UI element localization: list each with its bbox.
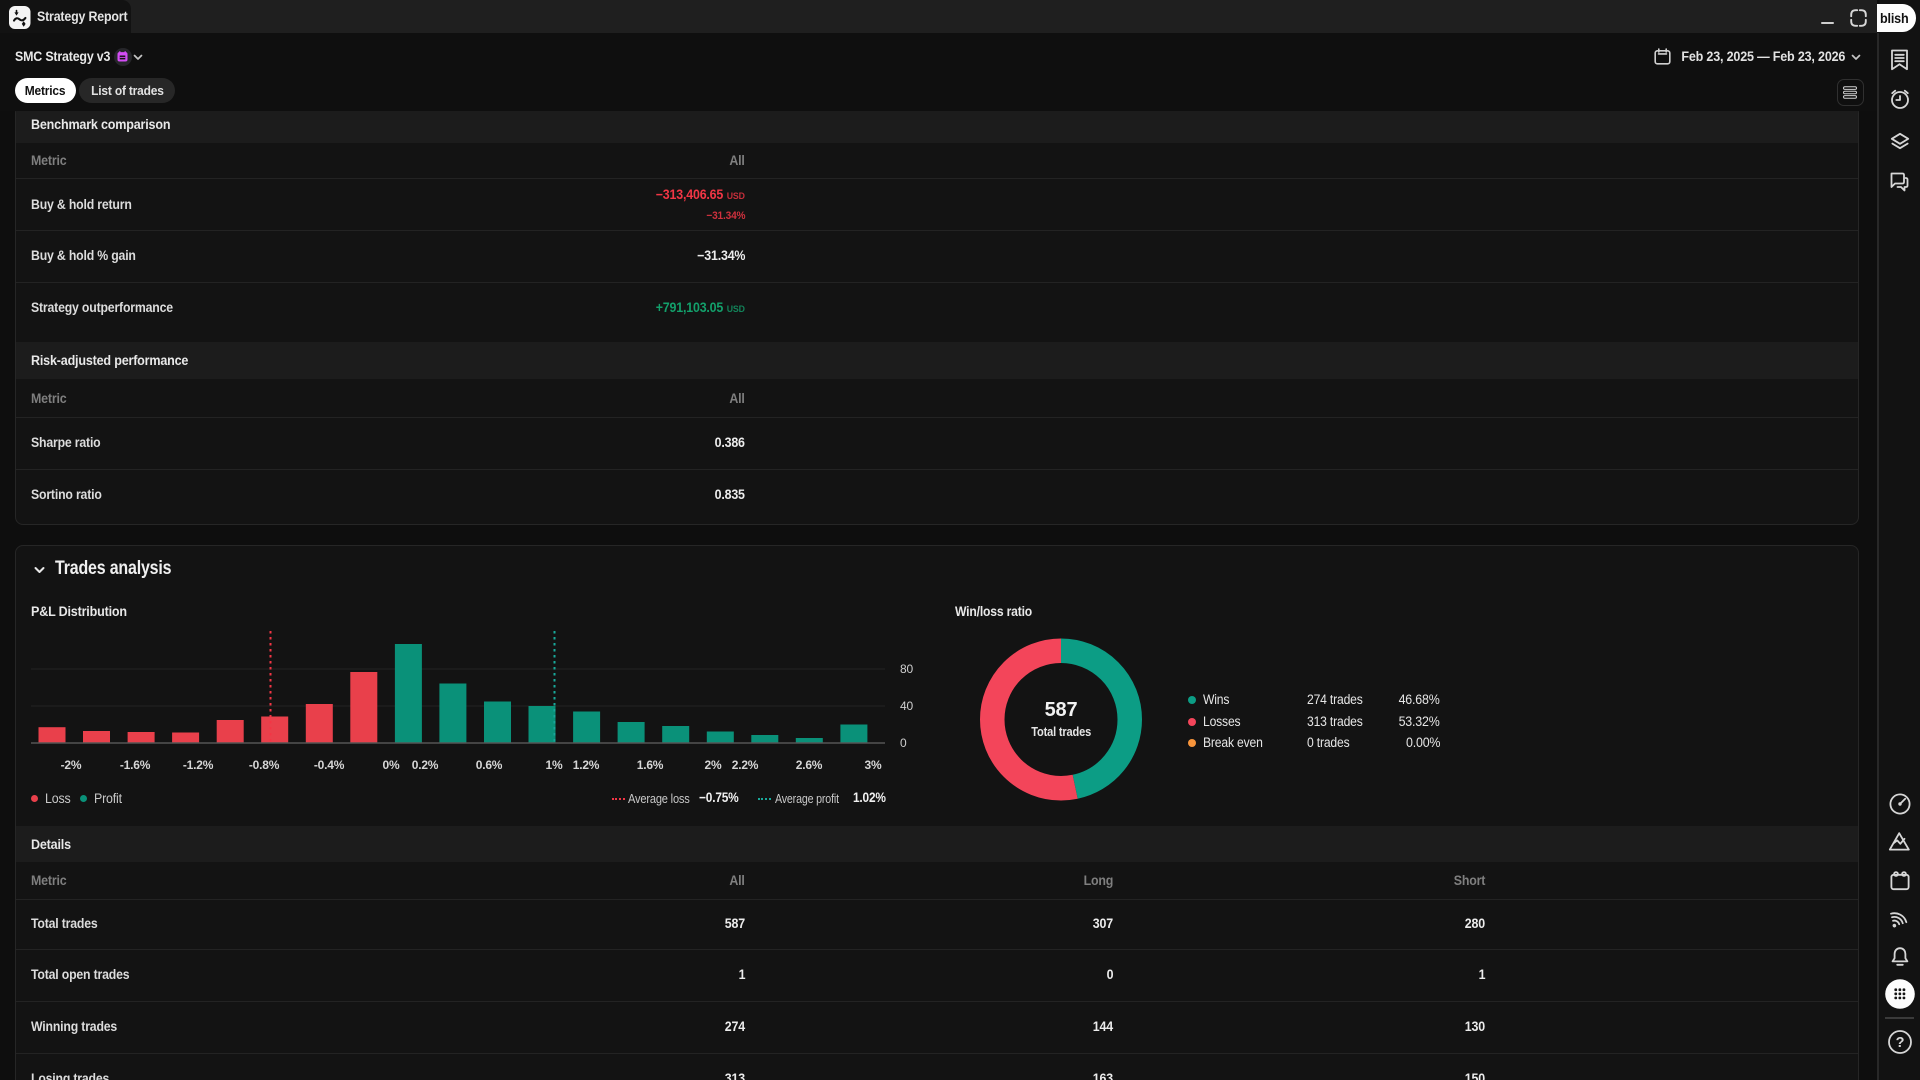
svg-text:?: ? bbox=[1895, 1035, 1904, 1051]
